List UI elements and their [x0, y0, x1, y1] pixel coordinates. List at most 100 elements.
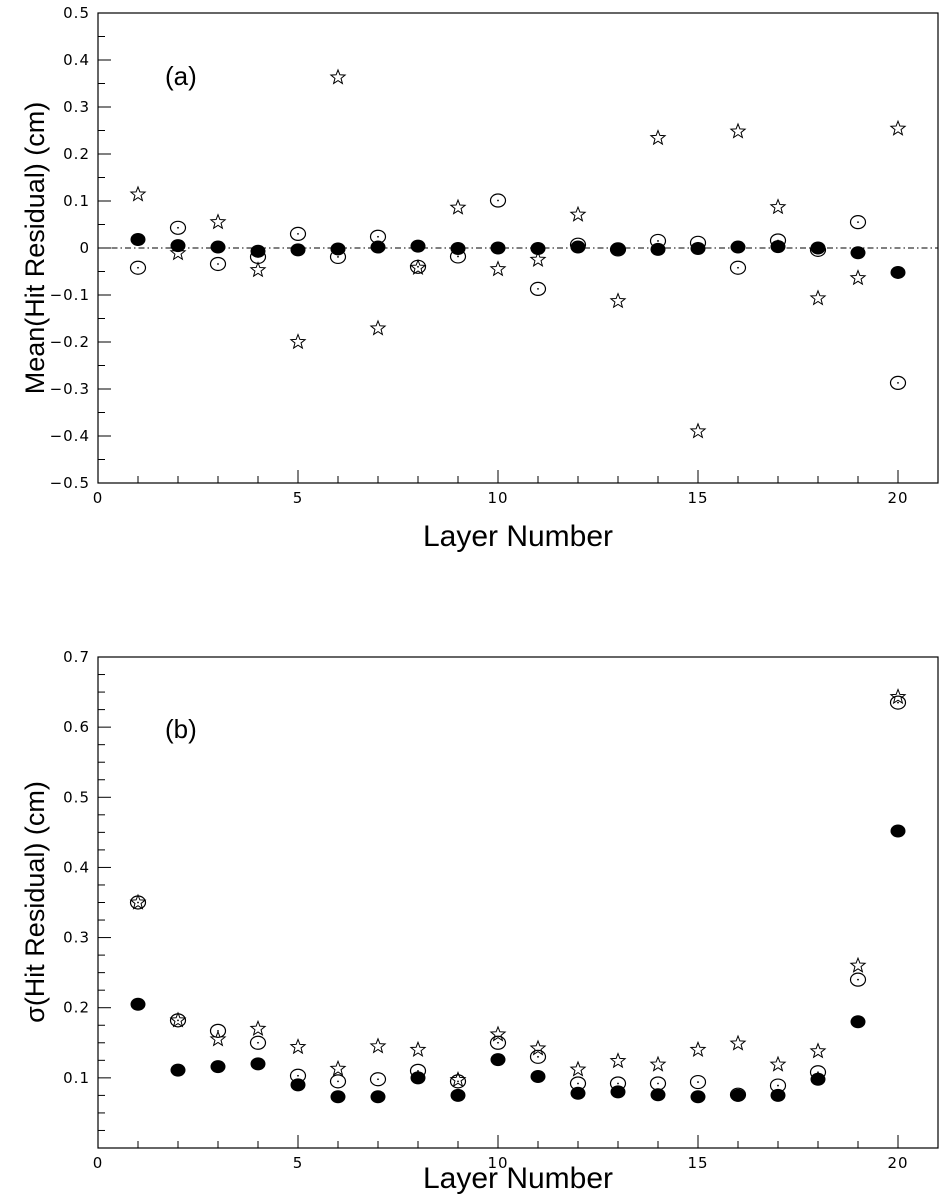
- open-circle-point: [369, 229, 387, 244]
- y-tick-label: −0.1: [50, 286, 90, 304]
- x-tick-label: 10: [487, 489, 508, 507]
- panel-b: (b) Layer Number σ(Hit Residual) (cm) 0 5…: [20, 648, 939, 1195]
- panel-label-a: (a): [165, 61, 197, 91]
- y-tick-label: 0.1: [63, 192, 90, 210]
- y-tick-label: 0.5: [63, 4, 90, 22]
- open-circle-point: [329, 249, 347, 265]
- y-tick-label: −0.2: [50, 333, 90, 351]
- open-circle-point: [489, 193, 507, 208]
- y-tick-label: 0.5: [63, 788, 90, 806]
- open-circle-center-dot: [777, 1084, 779, 1087]
- filled-circle-point: [370, 1090, 386, 1104]
- filled-circle-point: [530, 241, 546, 255]
- open-star-point: [729, 122, 747, 139]
- x-tick-label: 20: [887, 1154, 908, 1172]
- open-circle-center-dot: [177, 1019, 179, 1022]
- open-circle-center-dot: [777, 239, 779, 242]
- open-star-point: [209, 213, 227, 230]
- open-star-point: [209, 1030, 227, 1047]
- open-star-point: [809, 1042, 827, 1059]
- x-tick-label: 5: [293, 1154, 304, 1172]
- open-circle-center-dot: [497, 199, 499, 202]
- y-tick-label: −0.4: [50, 427, 90, 445]
- filled-circle-point: [130, 233, 146, 247]
- y-axis-title-a: Mean(Hit Residual) (cm): [20, 102, 50, 395]
- open-circle-center-dot: [537, 1055, 539, 1058]
- open-star-point: [889, 688, 907, 705]
- x-tick-label: 20: [887, 489, 908, 507]
- open-circle-point: [809, 1065, 827, 1080]
- filled-circle-point: [690, 1090, 706, 1104]
- open-circle-center-dot: [617, 1082, 619, 1085]
- open-circle-point: [689, 235, 707, 250]
- open-star-point: [689, 1040, 707, 1058]
- open-star-point: [569, 1060, 587, 1077]
- open-star-point: [169, 244, 187, 261]
- open-star-point: [129, 893, 147, 910]
- open-circle-center-dot: [257, 1041, 259, 1044]
- open-star-point: [409, 258, 427, 275]
- open-circle-center-dot: [377, 1078, 379, 1081]
- open-star-point: [529, 250, 547, 267]
- filled-circle-point: [490, 241, 506, 255]
- open-circle-point: [329, 1074, 347, 1089]
- open-circle-center-dot: [577, 1082, 579, 1085]
- open-circle-center-dot: [417, 265, 419, 268]
- open-circle-center-dot: [577, 243, 579, 246]
- open-star-point: [449, 198, 467, 215]
- filled-circle-point: [850, 246, 866, 260]
- y-tick-label: −0.5: [50, 474, 90, 492]
- open-star-point: [849, 956, 867, 973]
- filled-circle-point: [130, 997, 146, 1011]
- open-star-point: [369, 319, 387, 336]
- open-circle-point: [849, 215, 867, 230]
- open-circle-center-dot: [657, 240, 659, 242]
- open-circle-point: [729, 1087, 747, 1102]
- filled-circle-point: [530, 1069, 546, 1083]
- open-star-point: [289, 333, 307, 350]
- filled-circle-point: [250, 1057, 266, 1071]
- open-circle-center-dot: [857, 221, 859, 224]
- open-star-point: [889, 119, 907, 136]
- open-star-point: [729, 1034, 747, 1051]
- open-circle-point: [769, 1078, 787, 1093]
- open-star-point: [849, 269, 867, 286]
- filled-circle-point: [210, 240, 226, 254]
- filled-circle-point: [770, 1088, 786, 1102]
- x-tick-label: 0: [93, 489, 104, 507]
- open-circle-center-dot: [497, 1041, 499, 1044]
- filled-circle-point: [410, 239, 426, 253]
- y-tick-label: 0.4: [63, 51, 90, 69]
- open-circle-center-dot: [257, 256, 259, 258]
- filled-circle-point: [650, 1088, 666, 1102]
- open-circle-center-dot: [177, 226, 179, 229]
- open-star-point: [369, 1037, 387, 1054]
- open-star-point: [769, 1055, 787, 1072]
- filled-circle-point: [490, 1053, 506, 1067]
- open-star-point: [689, 422, 707, 439]
- open-circle-point: [609, 1076, 627, 1091]
- open-circle-center-dot: [737, 266, 739, 269]
- y-tick-label: −0.3: [50, 380, 90, 398]
- filled-circle-point: [170, 1063, 186, 1077]
- y-tick-label: 0.3: [63, 98, 90, 116]
- open-star-point: [409, 1040, 427, 1058]
- open-circle-center-dot: [537, 287, 539, 290]
- open-circle-point: [569, 1076, 587, 1091]
- open-circle-point: [729, 260, 747, 275]
- x-tick-label: 5: [293, 489, 304, 507]
- filled-circle-point: [290, 243, 306, 257]
- open-circle-point: [529, 1049, 547, 1064]
- y-tick-label: 0.2: [63, 999, 90, 1017]
- filled-circle-point: [450, 1088, 466, 1102]
- filled-circle-point: [330, 242, 346, 256]
- x-axis-title-b: Layer Number: [423, 1162, 613, 1195]
- open-circle-center-dot: [697, 241, 699, 244]
- open-star-point: [769, 198, 787, 215]
- open-circle-center-dot: [457, 1080, 459, 1083]
- plot-frame-b: [97, 656, 939, 1149]
- filled-circle-point: [570, 1086, 586, 1100]
- open-circle-point: [369, 1072, 387, 1087]
- open-star-point: [329, 1059, 347, 1076]
- open-circle-point: [289, 226, 307, 241]
